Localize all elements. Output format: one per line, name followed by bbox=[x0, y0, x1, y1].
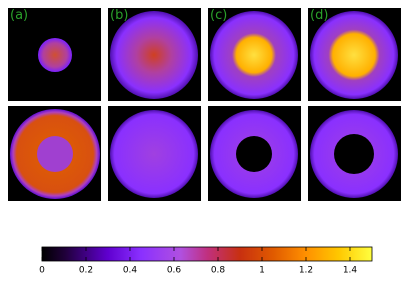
hole bbox=[334, 134, 374, 174]
panel-labels: (a) (b) (c) (d) bbox=[10, 8, 328, 23]
density bbox=[38, 38, 72, 72]
density bbox=[210, 11, 298, 99]
tick-label: 0.2 bbox=[79, 266, 93, 276]
tick-label: 0.4 bbox=[123, 266, 138, 276]
panel-label: (a) bbox=[10, 8, 28, 23]
panels bbox=[8, 8, 401, 201]
tick-label: 1.2 bbox=[299, 266, 313, 276]
tick-label: 0.8 bbox=[211, 266, 226, 276]
tick-label: 1 bbox=[259, 266, 265, 276]
density bbox=[110, 11, 198, 99]
panel-label: (d) bbox=[310, 8, 328, 23]
colorbar: 0 0.2 0.4 0.6 0.8 1 1.2 1.4 bbox=[39, 246, 373, 276]
tick-label: 0 bbox=[39, 266, 45, 276]
density bbox=[310, 11, 398, 99]
tick-label: 1.4 bbox=[343, 266, 358, 276]
panel-label: (c) bbox=[210, 8, 227, 23]
density bbox=[37, 136, 73, 172]
colorbar-scale bbox=[41, 246, 373, 262]
density bbox=[110, 110, 198, 198]
hole bbox=[236, 136, 272, 172]
panel-label: (b) bbox=[110, 8, 128, 23]
tick-label: 0.6 bbox=[167, 266, 182, 276]
